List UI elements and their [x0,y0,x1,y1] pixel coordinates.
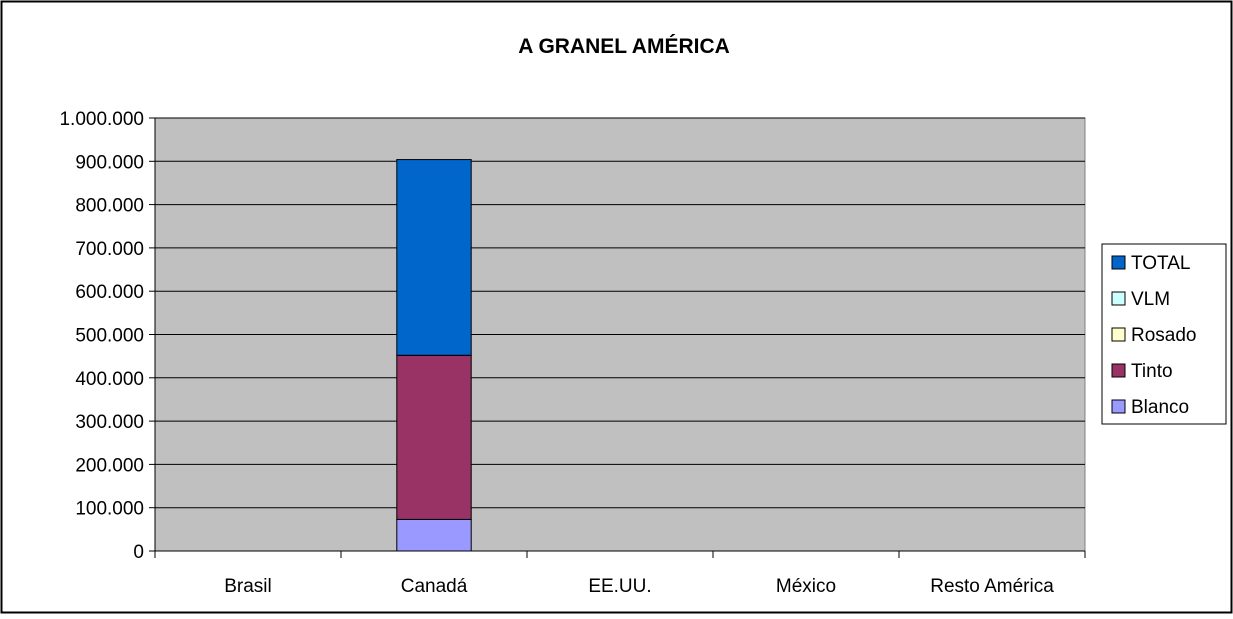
legend-label: Tinto [1131,361,1173,382]
y-tick-label: 400.000 [75,369,144,390]
x-tick-label: Resto América [930,576,1054,597]
legend: TOTAL VLM Rosado Tinto Blanco [1101,243,1227,425]
y-tick-label: 600.000 [75,282,144,303]
y-tick-label: 500.000 [75,326,144,347]
bar-segment [396,159,472,356]
x-tick-label: Brasil [224,576,272,597]
y-tick-label: 0 [133,542,144,563]
bar-segment [396,518,472,552]
chart-title: A GRANEL AMÉRICA [518,35,730,58]
bar-segment [396,354,472,520]
y-tick-label: 300.000 [75,412,144,433]
y-tick-label: 1.000.000 [59,109,144,130]
y-tick-label: 100.000 [75,499,144,520]
x-tick-label: EE.UU. [588,576,651,597]
legend-swatch [1111,255,1126,270]
y-tick-labels: 0 100.000 200.000 300.000 400.000 500.000 600.… [59,109,144,563]
gridlines [155,117,1085,509]
legend-label: VLM [1131,289,1170,310]
y-tick-label: 700.000 [75,239,144,260]
y-tick-label: 900.000 [75,152,144,173]
y-tick-label: 800.000 [75,196,144,217]
bars [396,159,472,552]
legend-label: Blanco [1131,397,1189,418]
x-tick-labels: Brasil Canadá EE.UU. México Resto América [224,576,1054,597]
x-tick-label: México [776,576,836,597]
legend-swatch [1111,363,1126,378]
legend-label: TOTAL [1131,253,1190,274]
legend-swatch [1111,327,1126,342]
y-tick-label: 200.000 [75,455,144,476]
legend-swatch [1111,291,1126,306]
legend-label: Rosado [1131,325,1197,346]
x-tick-label: Canadá [401,576,468,597]
axes [149,117,1086,558]
legend-swatch [1111,399,1126,414]
